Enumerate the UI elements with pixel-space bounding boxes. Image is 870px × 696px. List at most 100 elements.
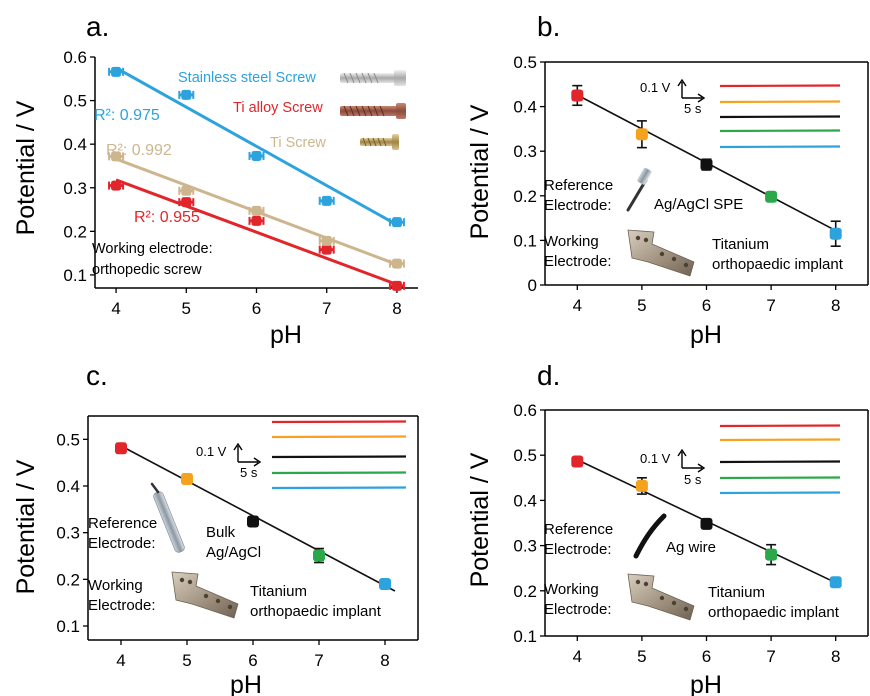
data-point xyxy=(829,227,842,240)
signal-trace xyxy=(271,435,407,439)
reference-label-c-2: Electrode: xyxy=(88,535,156,552)
scale-bar-voltage-c: 0.1 V xyxy=(196,444,227,459)
implant-image-c xyxy=(171,571,239,619)
y-tick-label-d: 0.2 xyxy=(513,582,537,601)
axes-d xyxy=(544,409,869,637)
working-name-b-2: orthopaedic implant xyxy=(712,256,844,273)
data-point xyxy=(111,151,122,162)
x-tick-label-b: 6 xyxy=(702,296,711,315)
x-tick-label-d: 8 xyxy=(831,647,840,666)
reference-label-d-2: Electrode: xyxy=(544,541,612,558)
working-name-c-1: Titanium xyxy=(250,583,307,600)
r2-ti: R²: 0.992 xyxy=(106,142,172,159)
axes-b xyxy=(544,61,869,286)
signal-traces-c xyxy=(271,420,407,490)
signal-trace xyxy=(719,129,841,133)
signal-trace xyxy=(719,491,841,495)
data-point xyxy=(700,517,713,530)
y-tick-label-c: 0.2 xyxy=(56,570,80,589)
axes-c xyxy=(87,415,419,641)
y-axis-label-b: Potential / V xyxy=(466,104,494,239)
x-tick-label-c: 7 xyxy=(314,651,323,670)
scale-bar-time-c: 5 s xyxy=(240,465,258,480)
data-point xyxy=(111,180,122,191)
scale-bar-time-d: 5 s xyxy=(684,472,702,487)
x-tick-label-b: 4 xyxy=(573,296,582,315)
working-electrode-label-a: Working electrode: xyxy=(92,241,213,257)
working-label-d-1: Working xyxy=(544,581,599,598)
signal-trace xyxy=(719,145,841,149)
x-tick-label-a: 7 xyxy=(322,299,331,318)
signal-trace xyxy=(719,438,841,442)
signal-trace xyxy=(719,115,841,119)
data-points-a xyxy=(108,66,405,291)
y-tick-label-c: 0.3 xyxy=(56,524,80,543)
data-point xyxy=(391,280,402,291)
y-tick-label-b: 0.1 xyxy=(513,231,537,250)
ticks-d: 4 5 6 7 8 0.1 0.2 0.3 0.4 0.5 0.6 xyxy=(513,401,840,666)
signal-trace xyxy=(719,460,841,464)
signal-trace xyxy=(271,471,407,475)
signal-traces-d xyxy=(719,424,841,495)
fit-line-series-0 xyxy=(115,66,398,227)
x-tick-label-a: 8 xyxy=(392,299,401,318)
reference-name-b: Ag/AgCl SPE xyxy=(654,196,743,213)
signal-trace xyxy=(271,486,407,490)
data-point xyxy=(321,244,332,255)
x-tick-label-a: 4 xyxy=(111,299,120,318)
y-tick-label-d: 0.6 xyxy=(513,401,537,420)
data-point xyxy=(251,215,262,226)
x-tick-label-b: 7 xyxy=(766,296,775,315)
working-label-b-2: Electrode: xyxy=(544,253,612,270)
scale-bar-time-b: 5 s xyxy=(684,101,702,116)
r2-stainless: R²: 0.975 xyxy=(94,107,160,124)
signal-trace xyxy=(719,476,841,480)
working-electrode-name-a: orthopedic screw xyxy=(92,262,202,278)
working-label-d-2: Electrode: xyxy=(544,601,612,618)
reference-name-c-1: Bulk xyxy=(206,524,236,541)
data-point xyxy=(251,150,262,161)
x-tick-label-a: 6 xyxy=(252,299,261,318)
y-tick-label-b: 0.3 xyxy=(513,142,537,161)
data-point xyxy=(313,549,325,562)
y-axis-label-d: Potential / V xyxy=(466,452,494,587)
panel-c: c. 4 5 6 7 8 0.1 0.2 0.3 0.4 0.5 pH Potential / V… xyxy=(12,360,419,696)
ticks-b: 4 5 6 7 8 0 0.1 0.2 0.3 0.4 0.5 xyxy=(513,53,840,315)
fit-line-series-1 xyxy=(115,178,398,286)
data-point xyxy=(181,197,192,208)
y-tick-label-a: 0.5 xyxy=(63,92,87,111)
r2-ti-alloy: R²: 0.955 xyxy=(134,209,200,226)
y-tick-label-a: 0.4 xyxy=(63,135,87,154)
x-tick-label-c: 5 xyxy=(182,651,191,670)
working-label-b-1: Working xyxy=(544,233,599,250)
signal-trace xyxy=(271,455,407,459)
reference-name-c-2: Ag/AgCl xyxy=(206,544,261,561)
panel-label-b: b. xyxy=(537,11,560,42)
series-name-ti: Ti Screw xyxy=(270,135,326,151)
data-point xyxy=(571,455,584,468)
data-point xyxy=(321,235,332,246)
data-point xyxy=(321,195,332,206)
y-tick-label-b: 0 xyxy=(528,276,537,295)
ticks-c: 4 5 6 7 8 0.1 0.2 0.3 0.4 0.5 xyxy=(56,430,389,670)
working-name-d-1: Titanium xyxy=(708,584,765,601)
scale-bar-c: 0.1 V 5 s xyxy=(196,442,262,480)
x-axis-label-a: pH xyxy=(270,321,302,349)
y-tick-label-a: 0.2 xyxy=(63,222,87,241)
scale-bar-voltage-d: 0.1 V xyxy=(640,451,671,466)
y-tick-label-a: 0.1 xyxy=(63,266,87,285)
y-axis-label-c: Potential / V xyxy=(12,459,40,594)
ticks-a: 4 5 6 7 8 0.1 0.2 0.3 0.4 0.5 0.6 xyxy=(63,48,401,318)
data-point xyxy=(181,473,193,485)
y-tick-label-d: 0.4 xyxy=(513,491,537,510)
signal-trace xyxy=(719,84,841,88)
working-name-c-2: orthopaedic implant xyxy=(250,603,382,620)
panel-d: d. 4 5 6 7 8 0.1 0.2 0.3 0.4 0.5 0.6 pH Potential … xyxy=(466,360,869,696)
panel-label-d: d. xyxy=(537,360,560,391)
x-axis-label-c: pH xyxy=(230,671,262,696)
data-point xyxy=(700,158,713,171)
scale-bar-d: 0.1 V 5 s xyxy=(640,448,706,487)
data-point xyxy=(111,66,122,77)
data-point xyxy=(379,578,391,590)
y-tick-label-d: 0.5 xyxy=(513,446,537,465)
